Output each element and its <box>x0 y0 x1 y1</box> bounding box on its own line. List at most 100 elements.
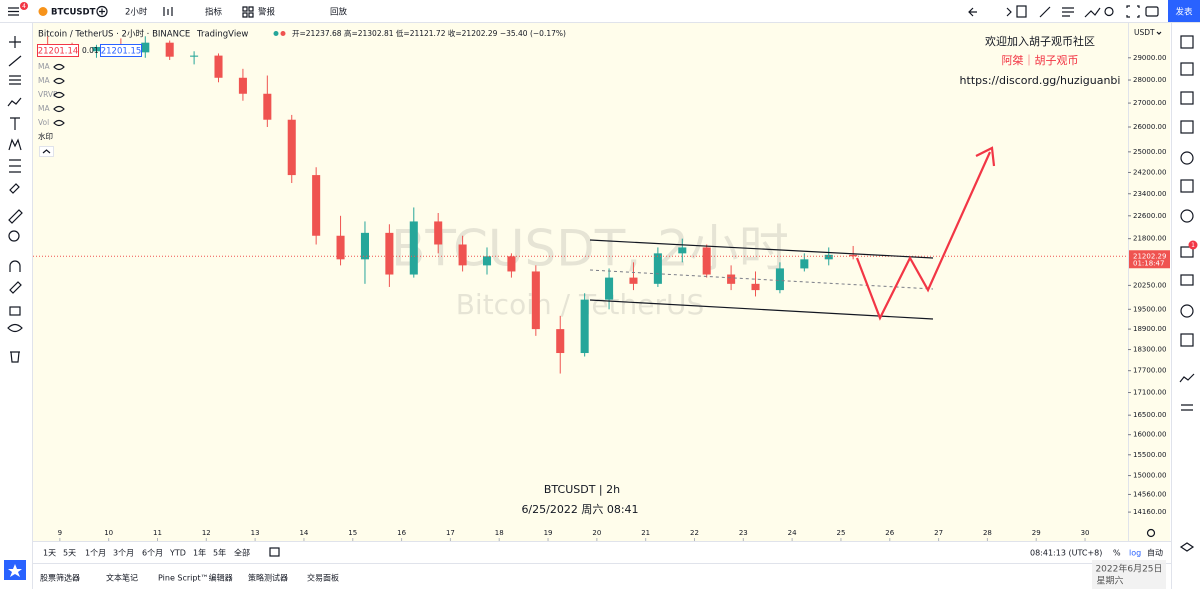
shape-tool[interactable] <box>9 159 21 173</box>
x-tick-label: 12 <box>202 529 211 537</box>
hotlist-icon[interactable] <box>1180 120 1194 134</box>
range-button[interactable]: 全部 <box>234 548 250 558</box>
candle-body <box>312 175 321 236</box>
collapse-button[interactable] <box>39 146 54 157</box>
interval[interactable]: 2小时 <box>125 7 148 18</box>
y-tick-label: 28000.00 <box>1133 76 1166 84</box>
range-button[interactable]: 1个月 <box>85 549 106 558</box>
brush-tool[interactable] <box>9 183 20 194</box>
os-clock <box>1092 560 1166 589</box>
y-tick-label: 14160.00 <box>1133 508 1166 516</box>
candle-body <box>531 271 540 330</box>
publish-button[interactable] <box>1168 0 1200 22</box>
fullscreen-icon[interactable] <box>1126 5 1140 18</box>
snapshot-icon[interactable] <box>1145 6 1159 17</box>
redo-icon[interactable] <box>1006 7 1012 17</box>
range-button[interactable]: 5年 <box>213 548 226 558</box>
menu-icon[interactable] <box>8 7 19 16</box>
range-button[interactable]: 1年 <box>193 548 206 558</box>
forecast-tool[interactable] <box>8 138 22 151</box>
toolbar-button[interactable]: 警报 <box>258 7 276 18</box>
candle-body <box>214 55 223 78</box>
delete-tool[interactable] <box>10 351 20 363</box>
settings-icon[interactable] <box>1104 6 1114 17</box>
zoom-tool[interactable] <box>8 230 20 242</box>
chart-type-icon[interactable] <box>163 7 173 16</box>
toolbar-button[interactable]: 指标 <box>205 7 223 18</box>
news-icon[interactable] <box>1180 179 1194 193</box>
currency[interactable]: USDT <box>1134 28 1155 37</box>
broadcast-icon[interactable] <box>1180 304 1194 318</box>
indicator-eye[interactable] <box>53 91 65 99</box>
drawing-icons[interactable] <box>1039 6 1101 18</box>
watchlist-icon[interactable] <box>1180 35 1194 49</box>
indicator-eye[interactable] <box>53 63 65 71</box>
candle-body <box>605 277 614 300</box>
symbol[interactable]: BTCUSDT <box>51 8 96 18</box>
layers-icon[interactable] <box>1179 542 1195 552</box>
x-tick-label: 23 <box>739 529 748 537</box>
y-tick-label: 21800.00 <box>1133 235 1166 243</box>
axis-settings[interactable] <box>1146 528 1156 538</box>
ruler-tool[interactable] <box>8 209 23 224</box>
ask: 21201.15 <box>101 47 142 57</box>
ideas-icon[interactable] <box>1180 209 1194 223</box>
auto-toggle[interactable]: 自动 <box>1147 548 1163 558</box>
panel-tab[interactable]: 策略测试器 <box>248 573 288 583</box>
candle-body <box>507 256 516 272</box>
candle-body <box>360 232 369 260</box>
status-dot <box>280 31 286 36</box>
lock-tool[interactable] <box>9 306 21 316</box>
indicator-eye[interactable] <box>53 119 65 127</box>
trading-icon[interactable] <box>1179 373 1195 383</box>
candle-body <box>556 329 565 354</box>
toolbar-button[interactable]: 回放 <box>330 7 348 18</box>
x-tick-label: 16 <box>397 529 406 537</box>
indicator-eye[interactable] <box>53 105 65 113</box>
streams-icon[interactable] <box>1180 274 1194 286</box>
chat-icon[interactable] <box>1180 246 1194 258</box>
sell-button[interactable] <box>37 44 79 57</box>
caption-symbol: BTCUSDT | 2h <box>544 483 620 496</box>
hide-tool[interactable] <box>7 323 23 333</box>
dom-icon[interactable] <box>1181 404 1193 411</box>
range-button[interactable]: 1天 <box>43 549 56 558</box>
panel-tab[interactable]: 交易面板 <box>307 573 339 583</box>
panel-tab[interactable]: Pine Script™编辑器 <box>158 573 233 583</box>
x-tick-label: 18 <box>495 529 504 537</box>
range-button[interactable]: 5天 <box>63 549 76 558</box>
notifications-icon[interactable] <box>1180 333 1194 347</box>
text-tool[interactable] <box>10 117 20 130</box>
percent-toggle[interactable]: % <box>1113 549 1121 558</box>
range-button[interactable]: 6个月 <box>142 549 163 558</box>
x-tick-label: 17 <box>446 529 455 537</box>
alerts-icon[interactable] <box>1180 62 1194 76</box>
indicator-eye[interactable] <box>53 77 65 85</box>
log-toggle[interactable]: log <box>1129 549 1141 558</box>
compare-icon[interactable] <box>96 5 108 18</box>
range-button[interactable]: 3个月 <box>113 549 134 558</box>
layout-toggle[interactable] <box>1016 5 1027 18</box>
crosshair-tool[interactable] <box>9 36 21 48</box>
spread: 0.01 <box>82 46 99 55</box>
panel-tab[interactable]: 文本笔记 <box>106 573 138 583</box>
pattern-tool[interactable] <box>7 97 22 107</box>
trendline-tool[interactable] <box>8 55 22 67</box>
buy-button[interactable] <box>100 44 142 57</box>
panel-tab[interactable]: 股票筛选器 <box>40 573 80 583</box>
goto-date[interactable] <box>269 547 280 557</box>
fib-tool[interactable] <box>9 75 21 85</box>
x-tick-label: 26 <box>885 529 894 537</box>
x-tick-label: 9 <box>58 529 62 537</box>
data-window-icon[interactable] <box>1180 91 1194 105</box>
watermark: BTCUSDT, 2小时 <box>391 220 789 278</box>
undo-icon[interactable] <box>968 7 977 17</box>
forecast-path <box>855 151 992 321</box>
range-bar: 1天 5天 1个月 3个月 6个月 YTD 1年 5年 全部 <box>43 548 250 558</box>
calendar-icon[interactable] <box>1180 151 1194 165</box>
magnet-tool[interactable] <box>9 260 21 272</box>
draw-mode-tool[interactable] <box>9 281 22 294</box>
layout-icon[interactable] <box>242 6 254 18</box>
range-button[interactable]: YTD <box>169 549 186 558</box>
badge <box>20 2 28 10</box>
